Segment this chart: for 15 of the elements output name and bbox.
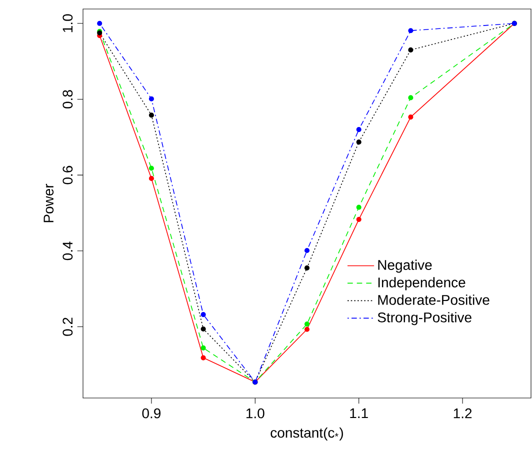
y-axis-title: Power — [44, 184, 54, 222]
y-tick-label: 1.0 — [62, 14, 73, 32]
y-tick-label: 0.8 — [62, 90, 73, 108]
x-tick-label: 1.2 — [454, 408, 472, 418]
legend-label: Independence — [378, 277, 466, 290]
legend-label: Moderate-Positive — [378, 294, 490, 305]
y-tick-label: 0.4 — [62, 242, 73, 260]
legend-label: Negative — [378, 260, 432, 273]
legend-label: Strong-Positive — [378, 312, 472, 326]
x-tick-label: 0.9 — [142, 408, 161, 418]
y-tick-label: 0.2 — [62, 318, 73, 336]
x-tick-label: 1.0 — [246, 408, 264, 418]
y-tick-label: 0.6 — [62, 166, 73, 184]
x-axis-title: constant(c$_{*}$) — [270, 427, 343, 441]
x-tick-label: 1.1 — [350, 408, 368, 418]
